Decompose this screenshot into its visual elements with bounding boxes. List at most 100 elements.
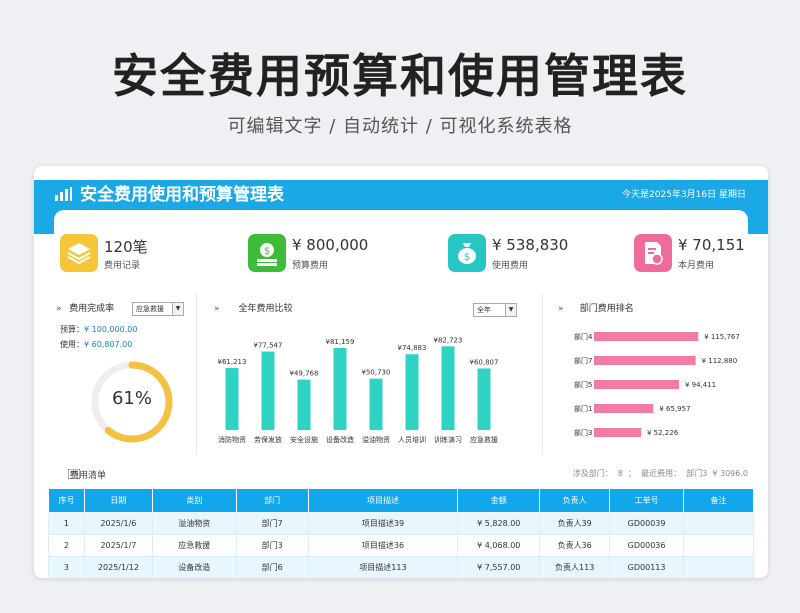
ring-progress <box>91 361 173 443</box>
category-label: 消防物资 <box>218 435 246 444</box>
dashboard-title: 安全费用使用和预算管理表 <box>80 185 284 205</box>
col-header[interactable]: 负责人 <box>539 488 611 513</box>
table-header-row: 序号 日期 类别 部门 项目描述 金额 负责人 工单号 备注 <box>48 488 754 513</box>
cell[interactable]: ¥ 7,557.00 <box>457 556 541 578</box>
stat-value: ¥ 70,151 <box>678 236 745 254</box>
cell[interactable]: 项目描述113 <box>307 556 459 578</box>
col-header[interactable]: 类别 <box>151 488 237 513</box>
category-label: 安全设施 <box>290 435 318 444</box>
cell[interactable]: 负责人36 <box>539 534 611 557</box>
cell[interactable]: 溢油物资 <box>151 512 237 535</box>
chevron-right-icon: » <box>214 304 219 314</box>
cell[interactable]: 2025/1/6 <box>83 512 153 535</box>
stat-value: ¥ 800,000 <box>292 236 369 254</box>
bar-value-label: ¥49,768 <box>290 370 319 378</box>
cell[interactable]: 2025/1/12 <box>83 556 153 578</box>
col-header[interactable]: 工单号 <box>609 488 685 513</box>
layers-icon <box>60 234 98 272</box>
col-header[interactable]: 项目描述 <box>307 488 459 513</box>
money-stack-icon: $ <box>248 234 286 272</box>
cell[interactable]: 部门7 <box>235 512 309 535</box>
completion-percent: 61% <box>111 388 152 409</box>
cell[interactable]: 项目描述39 <box>307 512 459 535</box>
annual-chart-heading: » 全年费用比较 <box>214 304 293 314</box>
cell[interactable] <box>683 534 754 557</box>
used-row: 使用：¥ 60,807.00 <box>60 339 132 350</box>
cell[interactable]: ¥ 4,068.00 <box>457 534 541 557</box>
bar-value-label: ¥50,730 <box>362 369 391 377</box>
cell[interactable]: 负责人113 <box>539 556 611 578</box>
bar <box>297 379 311 430</box>
list-title: 费用清单 <box>70 471 107 481</box>
cell[interactable]: 1 <box>48 512 85 535</box>
bar-value-label: ¥ 65,957 <box>659 405 690 413</box>
category-select[interactable]: 应急救援 ▼ <box>132 302 184 316</box>
bar-value-label: ¥77,547 <box>254 342 283 350</box>
cell[interactable]: ¥ 5,828.00 <box>457 512 541 535</box>
stats-panel <box>54 210 748 288</box>
stat-value: ¥ 538,830 <box>492 236 569 254</box>
bar-value-label: ¥ 115,767 <box>704 333 740 341</box>
period-select[interactable]: 全年 ▼ <box>473 303 517 317</box>
category-label: 训练演习 <box>434 435 462 444</box>
table-row[interactable]: 3 2025/1/12 设备改造 部门6 项目描述113 ¥ 7,557.00 … <box>48 556 754 578</box>
cell[interactable]: 部门3 <box>235 534 309 557</box>
category-label: 部门3 <box>574 428 592 437</box>
cell[interactable]: 设备改造 <box>151 556 237 578</box>
cell[interactable]: 2025/1/7 <box>83 534 153 557</box>
chevron-down-icon: ▼ <box>505 304 516 316</box>
bar <box>594 380 679 389</box>
col-header[interactable]: 日期 <box>83 488 153 513</box>
cell[interactable]: 3 <box>48 556 85 578</box>
list-icon <box>68 469 80 479</box>
stat-value: 120笔 <box>104 238 148 256</box>
category-label: 部门5 <box>574 380 592 389</box>
cell[interactable] <box>683 512 754 535</box>
chevron-right-icon: » <box>558 304 563 314</box>
chevron-right-icon: » <box>56 304 61 314</box>
bar-value-label: ¥82,723 <box>434 336 463 344</box>
used-value: ¥ 60,807.00 <box>84 340 133 349</box>
category-label: 部门1 <box>574 404 592 413</box>
list-summary: 涉及部门： 8 ； 最近费用： 部门3 ¥ 3096.0 <box>572 469 748 478</box>
category-label: 人员培训 <box>398 435 426 444</box>
cell[interactable]: 项目描述36 <box>307 534 459 557</box>
bar <box>594 356 696 365</box>
col-header[interactable]: 金额 <box>457 488 541 513</box>
cell[interactable] <box>683 556 754 578</box>
money-bag-icon: $ <box>448 234 486 272</box>
stat-label: 使用费用 <box>492 261 529 271</box>
bar-value-label: ¥ 94,411 <box>685 381 716 389</box>
cell[interactable]: 应急救援 <box>151 534 237 557</box>
stat-label: 本月费用 <box>678 261 715 271</box>
cell[interactable]: 2 <box>48 534 85 557</box>
category-label: 部门7 <box>574 356 592 365</box>
cell[interactable]: 负责人39 <box>539 512 611 535</box>
bar-value-label: ¥ 112,880 <box>702 357 738 365</box>
col-header[interactable]: 部门 <box>235 488 309 513</box>
col-header[interactable]: 备注 <box>683 488 754 513</box>
cell[interactable]: GD00039 <box>609 512 685 535</box>
used-label: 使用： <box>60 340 84 349</box>
hero-subtitle: 可编辑文字 / 自动统计 / 可视化系统表格 <box>227 116 573 137</box>
table-row[interactable]: 1 2025/1/6 溢油物资 部门7 项目描述39 ¥ 5,828.00 负责… <box>48 512 754 535</box>
table-row[interactable]: 2 2025/1/7 应急救援 部门3 项目描述36 ¥ 4,068.00 负责… <box>48 534 754 557</box>
title-banner: 安全费用使用和预算管理表 今天是2025年3月16日 星期日 <box>34 180 768 210</box>
category-label: 应急救援 <box>470 435 498 444</box>
col-header[interactable]: 序号 <box>48 488 85 513</box>
budget-label: 预算： <box>60 325 84 334</box>
cell[interactable]: GD00113 <box>609 556 685 578</box>
bar <box>594 404 654 413</box>
bar <box>405 354 419 430</box>
bar <box>333 347 347 430</box>
bar <box>594 332 699 341</box>
bar-value-label: ¥ 52,226 <box>647 429 679 437</box>
cell[interactable]: GD00036 <box>609 534 685 557</box>
bar <box>261 351 275 430</box>
completion-ring <box>91 361 173 443</box>
hero-title: 安全费用预算和使用管理表 <box>112 49 688 103</box>
bar <box>369 378 383 430</box>
bar <box>441 346 455 430</box>
cell[interactable]: 部门6 <box>235 556 309 578</box>
bar-value-label: ¥60,807 <box>470 358 499 366</box>
